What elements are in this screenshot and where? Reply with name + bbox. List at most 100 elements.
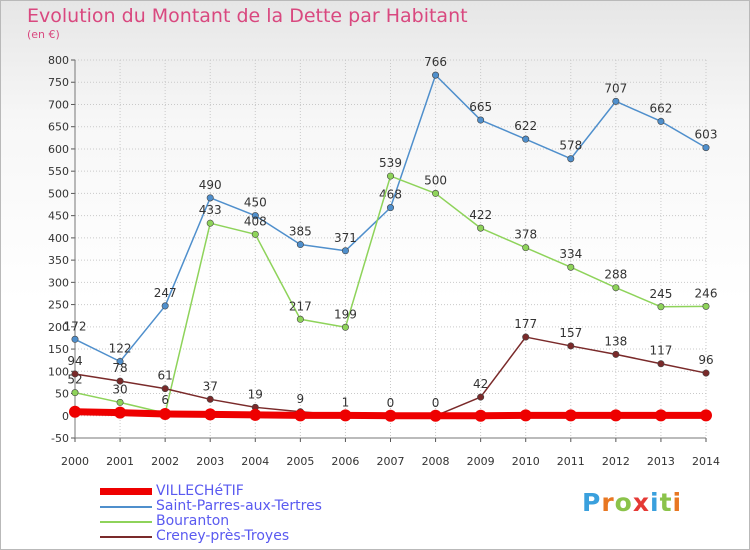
data-point [519,409,532,422]
data-point [204,408,217,421]
data-label: 433 [199,203,222,217]
y-tick-label: 100 [48,365,69,378]
data-point [251,212,259,220]
data-point [341,323,349,331]
logo-letter: P [582,488,602,517]
data-label: 378 [514,228,537,242]
data-point [522,244,530,252]
data-label: 539 [379,156,402,170]
data-point [386,204,394,212]
data-point [612,97,620,105]
data-label: 199 [334,307,357,321]
data-label: 246 [695,286,718,300]
x-tick-label: 2005 [286,455,314,468]
y-tick-label: 0 [62,410,69,423]
data-point [432,71,440,79]
data-point [432,189,440,197]
x-tick-label: 2007 [377,455,405,468]
data-point [567,155,575,163]
data-label: 0 [432,396,440,410]
data-label: 603 [695,128,718,142]
data-label: 766 [424,55,447,69]
data-point [477,224,485,232]
logo-letter: x [632,488,650,517]
x-tick-label: 2013 [647,455,675,468]
data-point [657,360,665,368]
y-tick-label: 400 [48,232,69,245]
legend-swatch [100,488,152,495]
y-tick-label: 800 [48,54,69,67]
legend-label: Saint-Parres-aux-Tertres [156,498,322,514]
legend-label: Creney-près-Troyes [156,528,290,544]
data-point [522,333,530,341]
legend-swatch [100,521,152,523]
data-point [429,409,442,422]
data-label: 288 [604,268,627,282]
data-point [384,409,397,422]
data-label: 247 [154,286,177,300]
data-label: 490 [199,178,222,192]
data-point [161,385,169,393]
data-point [386,172,394,180]
y-tick-label: 300 [48,276,69,289]
data-point [249,408,262,421]
data-point [612,350,620,358]
data-label: 578 [559,139,582,153]
x-tick-label: 2012 [602,455,630,468]
data-label: 707 [604,81,627,95]
data-label: 138 [604,334,627,348]
data-point [702,302,710,310]
data-point [339,409,352,422]
x-tick-label: 2006 [331,455,359,468]
y-tick-label: 700 [48,98,69,111]
data-point [477,393,485,401]
data-label: 450 [244,196,267,210]
y-tick-label: 150 [48,343,69,356]
y-tick-label: 200 [48,321,69,334]
data-label: 371 [334,231,357,245]
data-label: 217 [289,299,312,313]
data-label: 385 [289,225,312,239]
legend-swatch [100,536,152,538]
data-label: 422 [469,208,492,222]
data-point [114,406,127,419]
logo-letter: r [601,488,615,517]
y-tick-label: 500 [48,187,69,200]
data-point [294,409,307,422]
data-label: 1 [342,395,350,409]
x-tick-label: 2001 [106,455,134,468]
data-point [522,135,530,143]
data-point [206,219,214,227]
y-tick-label: 50 [55,388,69,401]
data-point [71,389,79,397]
legend-swatch [100,506,152,508]
data-point [71,370,79,378]
logo-letter: t [659,488,673,517]
chart-title: Evolution du Montant de la Dette par Hab… [27,5,468,27]
data-label: 78 [112,361,127,375]
x-tick-label: 2009 [467,455,495,468]
y-tick-label: 450 [48,210,69,223]
data-point [251,230,259,238]
data-label: 19 [248,387,263,401]
x-tick-label: 2004 [241,455,269,468]
legend-label: VILLECHéTIF [156,483,244,499]
y-tick-label: 550 [48,165,69,178]
data-label: 334 [559,247,582,261]
logo-letter: i [650,488,660,517]
y-tick-label: 750 [48,76,69,89]
data-point [296,315,304,323]
data-point [206,194,214,202]
data-label: 157 [559,326,582,340]
data-label: 52 [67,373,82,387]
proxiti-logo: Proxiti [582,488,682,517]
data-point [567,263,575,271]
x-tick-label: 2011 [557,455,585,468]
logo-letter: o [614,488,633,517]
data-point [609,409,622,422]
data-point [116,398,124,406]
data-label: 30 [112,382,127,396]
y-tick-label: -50 [51,432,69,445]
